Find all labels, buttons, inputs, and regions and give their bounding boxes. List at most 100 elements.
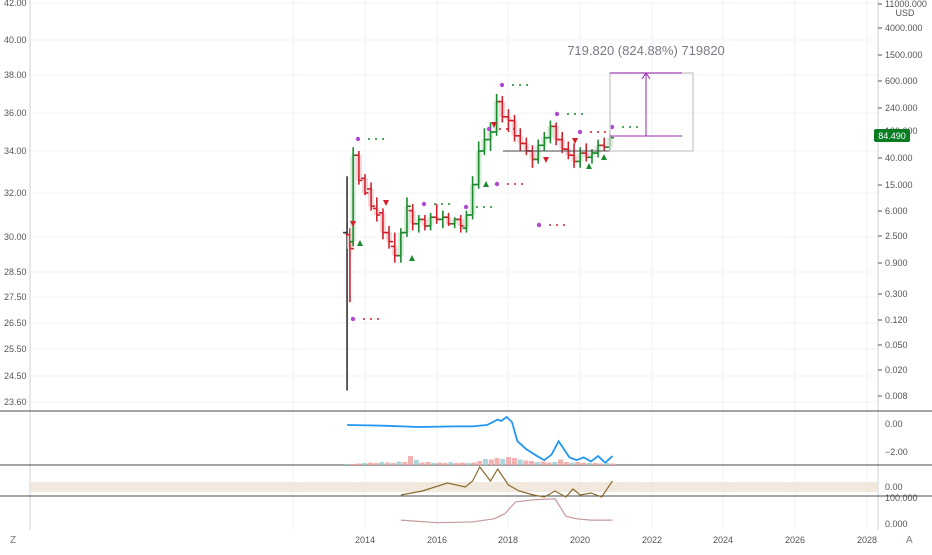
last-price-badge: 84.490 xyxy=(874,129,910,142)
histogram-bar xyxy=(552,462,558,465)
buy-triangle-icon xyxy=(409,255,415,261)
right-tick-label: 1500.000 xyxy=(885,50,923,60)
signal-tail-dot xyxy=(512,84,514,86)
signal-tail-dot xyxy=(441,203,443,205)
signal-tail-dot xyxy=(526,84,528,86)
histogram-bar xyxy=(396,461,402,465)
signal-tail-dot xyxy=(377,318,379,320)
buy-triangle-icon xyxy=(483,181,489,187)
right-tick-label: 6.000 xyxy=(885,206,908,216)
auto-scale-a-label[interactable]: A xyxy=(906,535,913,546)
timezone-z-label[interactable]: Z xyxy=(10,535,16,546)
right-tick-label: 0.300 xyxy=(885,289,908,299)
histogram-bar xyxy=(592,463,598,465)
sell-triangle-icon xyxy=(572,138,578,144)
signal-dot-icon xyxy=(609,124,615,130)
signal-dot-icon xyxy=(350,316,356,322)
sell-triangle-icon xyxy=(383,200,389,206)
buy-triangle-icon xyxy=(601,154,607,160)
pane4-line xyxy=(400,498,613,524)
measure-label: 719.820 (824.88%) 719820 xyxy=(567,43,725,58)
histogram-bar xyxy=(384,462,390,465)
time-tick-label: 2018 xyxy=(498,535,518,545)
signal-tail-dot xyxy=(506,128,508,130)
left-price-axis: 42.00 40.00 38.00 36.00 34.00 32.00 30.00 28.50… xyxy=(4,0,27,407)
histogram-bar xyxy=(390,463,396,465)
histogram-bar xyxy=(523,460,529,465)
histogram-bar xyxy=(448,462,454,465)
histogram-bar xyxy=(569,462,575,465)
signal-tail-dot xyxy=(556,224,558,226)
signal-tail-dot xyxy=(476,206,478,208)
signal-dot-icon xyxy=(554,111,560,117)
time-axis: 2014 2016 2018 2020 2022 2024 2026 2028 xyxy=(355,535,877,545)
histogram-bar xyxy=(529,461,535,465)
pane1-line xyxy=(347,415,614,465)
histogram-bar xyxy=(517,459,523,465)
left-tick-label: 27.50 xyxy=(4,292,27,302)
signal-tail-dot xyxy=(519,84,521,86)
signal-tail-dot xyxy=(363,318,365,320)
histogram-bar xyxy=(511,458,517,465)
right-tick-label: 0.020 xyxy=(885,365,908,375)
right-tick-label: 0.120 xyxy=(885,315,908,325)
pane3-line xyxy=(400,465,613,498)
pane4-tick-label: 0.000 xyxy=(885,519,908,529)
signal-tail-dot xyxy=(448,203,450,205)
right-tick-label: 600.000 xyxy=(885,76,918,86)
signal-dot-icon xyxy=(463,204,469,210)
histogram-bar xyxy=(402,462,408,465)
signal-dot-icon xyxy=(421,201,427,207)
histogram-bar xyxy=(494,458,500,465)
pane3-tick-label: 0.00 xyxy=(885,482,903,492)
time-tick-label: 2022 xyxy=(642,535,662,545)
currency-label: USD xyxy=(895,8,915,18)
histogram-bar xyxy=(604,463,610,465)
left-tick-label: 26.50 xyxy=(4,318,27,328)
histogram-bar xyxy=(350,464,356,465)
histogram-bar xyxy=(471,462,477,465)
right-tick-label: 4000.000 xyxy=(885,23,923,33)
pane3-band xyxy=(30,482,878,492)
left-tick-label: 42.00 xyxy=(4,0,27,8)
pane1-tick-label: −2.00 xyxy=(885,447,908,457)
measure-tool[interactable]: 719.820 (824.88%) 719820 xyxy=(567,43,725,152)
signal-tail-dot xyxy=(563,224,565,226)
histogram-bar xyxy=(483,459,489,465)
right-tick-label: 240.000 xyxy=(885,103,918,113)
signal-tail-dot xyxy=(590,131,592,133)
right-tick-label: 2.500 xyxy=(885,231,908,241)
signal-tail-dot xyxy=(434,203,436,205)
right-tick-label: 15.000 xyxy=(885,180,913,190)
signal-tail-dot xyxy=(513,128,515,130)
histogram-bar xyxy=(367,462,373,465)
histogram-bar xyxy=(356,463,362,465)
histogram-bar xyxy=(477,461,483,465)
histogram-bar xyxy=(454,463,460,465)
left-tick-label: 38.00 xyxy=(4,70,27,80)
histogram-bar xyxy=(361,463,367,465)
signal-tail-dot xyxy=(490,206,492,208)
histogram-bar xyxy=(436,462,442,465)
histogram-bar xyxy=(408,456,414,465)
time-tick-label: 2020 xyxy=(570,535,590,545)
time-tick-label: 2024 xyxy=(713,535,733,545)
left-tick-label: 23.60 xyxy=(4,397,27,407)
histogram-bar xyxy=(442,463,448,465)
signal-tail-dot xyxy=(604,131,606,133)
signal-tail-dot xyxy=(368,138,370,140)
last-price-value: 84.490 xyxy=(878,131,906,141)
histogram-bar xyxy=(598,463,604,465)
signal-tail-dot xyxy=(622,126,624,128)
buy-triangle-icon xyxy=(586,163,592,169)
histogram-bar xyxy=(506,457,512,465)
pane4-tick-label: 100.000 xyxy=(885,493,918,503)
histogram-bar xyxy=(546,462,552,465)
histogram-bar xyxy=(419,462,425,465)
histogram-bar xyxy=(425,462,431,465)
signal-dot-icon xyxy=(494,181,500,187)
histogram-bar xyxy=(379,462,385,465)
signal-tail-dot xyxy=(514,183,516,185)
histogram-bar xyxy=(534,462,540,465)
